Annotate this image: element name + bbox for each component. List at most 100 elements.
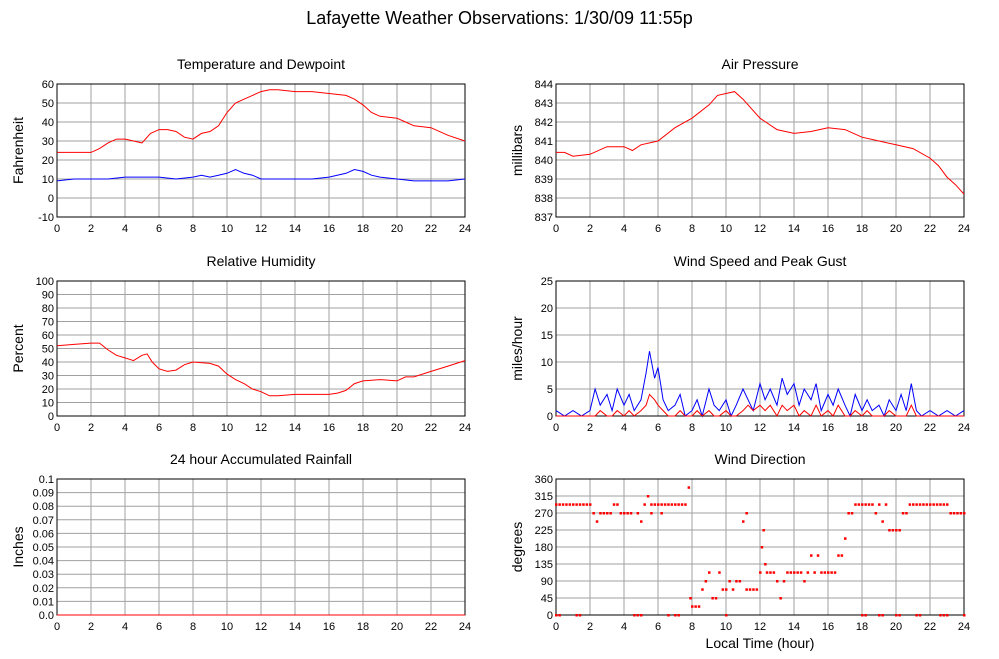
data-point [772, 571, 776, 574]
data-point [918, 614, 922, 617]
data-point [857, 503, 861, 506]
x-tick-label: 12 [255, 223, 267, 235]
data-point [616, 503, 619, 506]
data-point [568, 503, 572, 506]
data-point [925, 503, 929, 506]
data-point [578, 503, 582, 506]
x-tick-label: 14 [289, 223, 301, 235]
y-tick-label: 30 [42, 136, 54, 148]
y-axis-label: millibars [509, 125, 525, 176]
plot-frame [555, 280, 965, 417]
data-point [946, 614, 949, 617]
data-point [918, 503, 922, 506]
data-point [592, 512, 595, 515]
data-point [558, 503, 561, 506]
data-point [806, 571, 810, 574]
data-point [582, 503, 585, 506]
x-tick-label: 16 [822, 223, 834, 235]
x-tick-label: 2 [587, 223, 593, 235]
data-point [738, 580, 742, 583]
x-tick-label: 14 [289, 621, 301, 633]
x-tick-label: 2 [88, 621, 94, 633]
y-tick-label: 45 [541, 593, 553, 605]
data-point [745, 512, 748, 515]
y-tick-label: 100 [36, 276, 54, 288]
page-title: Lafayette Weather Observations: 1/30/09 … [306, 8, 693, 28]
y-tick-label: 20 [541, 303, 553, 315]
x-tick-label: 14 [788, 223, 800, 235]
data-point [878, 614, 881, 617]
data-point [782, 580, 786, 583]
data-point [708, 571, 711, 574]
data-point [691, 605, 694, 608]
data-point [946, 503, 949, 506]
y-tick-label: 40 [42, 117, 54, 129]
x-tick-label: 22 [924, 223, 936, 235]
series-line-0 [57, 89, 466, 153]
y-tick-label: 315 [535, 491, 553, 503]
data-point [674, 503, 677, 506]
y-tick-label: 80 [42, 303, 54, 315]
y-tick-label: 180 [535, 542, 553, 554]
data-point [660, 503, 663, 506]
x-tick-label: 4 [122, 621, 128, 633]
data-point [949, 512, 952, 515]
x-tick-label: 24 [459, 422, 471, 434]
data-point [572, 503, 575, 506]
y-tick-label: 10 [42, 174, 54, 186]
y-tick-label: 0.04 [33, 556, 54, 568]
data-point [898, 614, 901, 617]
data-point [963, 512, 966, 515]
x-tick-label: 24 [958, 422, 970, 434]
data-point [745, 588, 748, 591]
x-tick-label: 10 [720, 223, 732, 235]
data-point [684, 503, 687, 506]
x-tick-label: 8 [689, 422, 695, 434]
x-tick-label: 0 [54, 621, 60, 633]
data-point [704, 580, 708, 583]
data-point [657, 503, 660, 506]
x-tick-label: 8 [689, 621, 695, 633]
x-tick-label: 20 [391, 621, 403, 633]
data-point [748, 588, 752, 591]
x-tick-label: 10 [720, 621, 732, 633]
y-tick-label: 0.08 [33, 501, 54, 513]
series-line-1 [556, 393, 964, 418]
x-tick-label: 14 [788, 422, 800, 434]
data-point [674, 614, 677, 617]
data-point [575, 614, 578, 617]
data-point [847, 512, 850, 515]
x-tick-label: 2 [88, 223, 94, 235]
data-point [844, 537, 847, 540]
y-tick-label: 60 [42, 79, 54, 91]
x-tick-label: 10 [221, 422, 233, 434]
data-point [643, 503, 646, 506]
data-point [959, 512, 963, 515]
data-point [646, 495, 650, 498]
x-tick-label: 12 [255, 422, 267, 434]
y-tick-label: 0.1 [39, 474, 54, 486]
y-axis-label: miles/hour [509, 316, 525, 381]
x-tick-label: 0 [54, 422, 60, 434]
x-tick-label: 6 [655, 422, 661, 434]
data-point [942, 503, 946, 506]
data-point [769, 571, 772, 574]
data-point [653, 503, 657, 506]
data-point [650, 503, 653, 506]
data-point [820, 571, 823, 574]
data-point [728, 580, 731, 583]
y-tick-label: 40 [42, 357, 54, 369]
y-tick-label: 90 [541, 576, 553, 588]
x-tick-label: 12 [255, 621, 267, 633]
x-tick-label: 10 [221, 621, 233, 633]
data-point [721, 588, 725, 591]
data-point [650, 512, 653, 515]
data-point [694, 605, 697, 608]
x-tick-label: 12 [754, 223, 766, 235]
data-point [667, 614, 670, 617]
y-tick-label: 837 [535, 212, 553, 224]
data-point [585, 503, 589, 506]
x-tick-label: 20 [890, 223, 902, 235]
data-point [555, 503, 558, 506]
